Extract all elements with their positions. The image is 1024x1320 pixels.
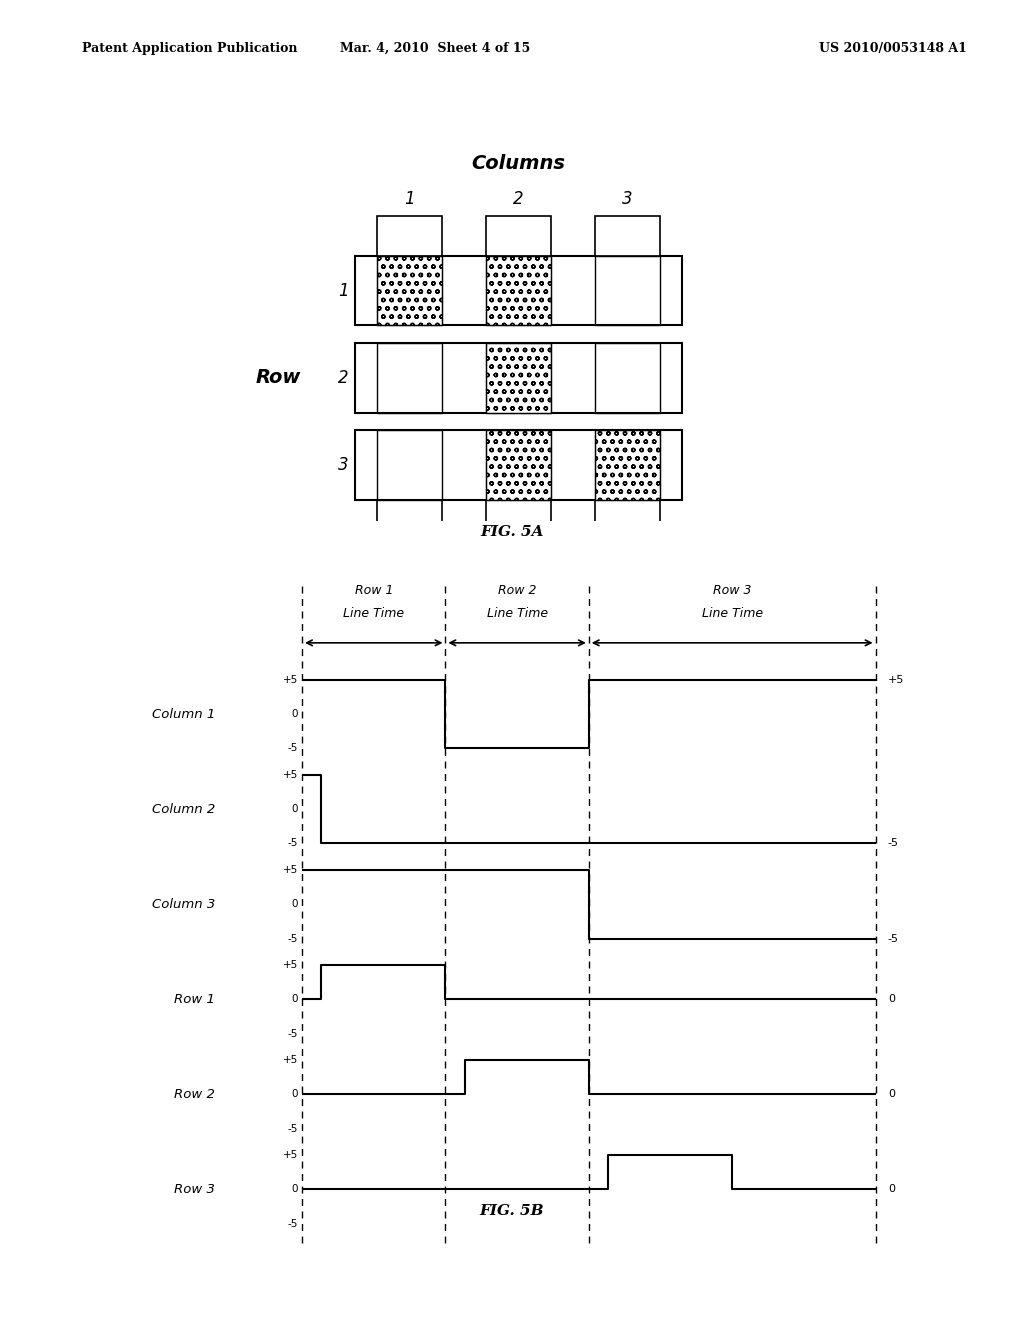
Text: -5: -5: [288, 743, 298, 754]
Text: Row 2: Row 2: [498, 583, 537, 597]
Bar: [595, 430, 660, 500]
Bar: [595, 430, 660, 500]
Text: +5: +5: [283, 960, 298, 970]
Text: Row 1: Row 1: [174, 993, 215, 1006]
Bar: [485, 216, 551, 256]
Text: Column 2: Column 2: [152, 803, 215, 816]
Bar: [377, 256, 442, 325]
Text: 0: 0: [292, 899, 298, 909]
Bar: [485, 430, 551, 500]
Text: -5: -5: [288, 1028, 298, 1039]
Text: US 2010/0053148 A1: US 2010/0053148 A1: [819, 42, 967, 55]
Text: 0: 0: [888, 1089, 895, 1100]
Text: Line Time: Line Time: [701, 607, 763, 620]
Text: Column 1: Column 1: [152, 708, 215, 721]
Text: 2: 2: [513, 190, 524, 207]
Text: -5: -5: [288, 1218, 298, 1229]
Bar: [377, 256, 442, 325]
Text: Row: Row: [255, 368, 301, 387]
Bar: [377, 343, 442, 412]
Text: Row 2: Row 2: [174, 1088, 215, 1101]
Bar: [595, 499, 660, 539]
Text: FIG. 5A: FIG. 5A: [480, 525, 544, 540]
Bar: [485, 343, 551, 412]
Bar: [485, 256, 551, 325]
Bar: [485, 499, 551, 539]
Text: 0: 0: [292, 709, 298, 719]
Text: 3: 3: [338, 455, 348, 474]
Text: 0: 0: [292, 994, 298, 1005]
Bar: [485, 343, 551, 412]
Bar: [355, 343, 682, 412]
Text: -5: -5: [288, 1123, 298, 1134]
Text: Row 3: Row 3: [713, 583, 752, 597]
Bar: [377, 216, 442, 256]
Bar: [595, 256, 660, 325]
Text: +5: +5: [283, 1150, 298, 1160]
Text: +5: +5: [283, 770, 298, 780]
Text: -5: -5: [288, 838, 298, 849]
Bar: [485, 256, 551, 325]
Text: Column 3: Column 3: [152, 898, 215, 911]
Text: Line Time: Line Time: [343, 607, 404, 620]
Text: 0: 0: [292, 1184, 298, 1195]
Bar: [485, 430, 551, 500]
Text: +5: +5: [283, 1055, 298, 1065]
Text: 1: 1: [404, 190, 415, 207]
Bar: [377, 499, 442, 539]
Text: +5: +5: [888, 675, 904, 685]
Text: +5: +5: [283, 865, 298, 875]
Text: 0: 0: [292, 1089, 298, 1100]
Text: Mar. 4, 2010  Sheet 4 of 15: Mar. 4, 2010 Sheet 4 of 15: [340, 42, 530, 55]
Text: -5: -5: [888, 933, 899, 944]
Text: Row 1: Row 1: [354, 583, 393, 597]
Text: FIG. 5B: FIG. 5B: [480, 1204, 544, 1218]
Bar: [377, 430, 442, 500]
Bar: [595, 216, 660, 256]
Text: Columns: Columns: [471, 154, 565, 173]
Text: 0: 0: [292, 804, 298, 814]
Text: +5: +5: [283, 675, 298, 685]
Text: Line Time: Line Time: [486, 607, 548, 620]
Bar: [355, 256, 682, 325]
Text: 0: 0: [888, 994, 895, 1005]
Text: -5: -5: [288, 933, 298, 944]
Text: Patent Application Publication: Patent Application Publication: [82, 42, 297, 55]
Text: 3: 3: [623, 190, 633, 207]
Text: 1: 1: [338, 281, 348, 300]
Bar: [595, 343, 660, 412]
Bar: [355, 430, 682, 500]
Text: 2: 2: [338, 368, 348, 387]
Text: Row 3: Row 3: [174, 1183, 215, 1196]
Text: 0: 0: [888, 1184, 895, 1195]
Text: -5: -5: [888, 838, 899, 849]
